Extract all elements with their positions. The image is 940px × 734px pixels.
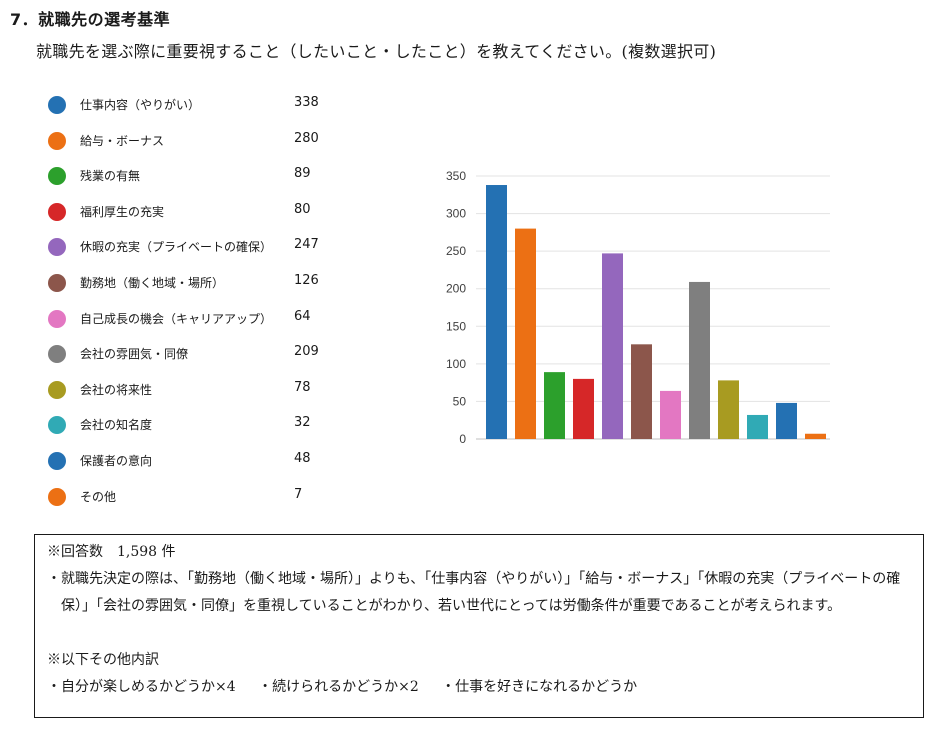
legend-value: 80 — [294, 201, 311, 217]
legend-swatch — [48, 487, 66, 506]
legend-value: 126 — [294, 272, 319, 288]
legend-value: 89 — [294, 166, 311, 182]
legend-swatch — [48, 131, 66, 150]
bar — [776, 402, 797, 439]
legend-label: 会社の知名度 — [80, 418, 153, 433]
other-item: ・仕事を好きになれるかどうか — [441, 679, 638, 695]
legend-label: 休暇の充実（プライベートの確保） — [80, 240, 273, 255]
legend-swatch — [48, 167, 66, 186]
bar — [486, 185, 507, 439]
bar — [805, 433, 826, 439]
y-tick-label: 0 — [459, 432, 466, 446]
bar — [544, 372, 565, 439]
legend-label: その他 — [80, 489, 117, 504]
legend-swatch — [48, 345, 66, 364]
other-item: ・自分が楽しめるかどうか×4 — [47, 679, 236, 695]
bar — [573, 378, 594, 439]
legend-item: その他 7 — [48, 480, 348, 516]
other-item: ・続けられるかどうか×2 — [258, 679, 419, 695]
legend-label: 仕事内容（やりがい） — [80, 98, 201, 112]
y-tick-label: 100 — [446, 357, 466, 371]
section-title: 7．就職先の選考基準 — [10, 10, 171, 29]
legend-value: 247 — [294, 237, 319, 253]
legend-value: 48 — [294, 450, 311, 466]
legend-swatch — [48, 238, 66, 257]
legend-label: 自己成長の機会（キャリアアップ） — [80, 311, 273, 326]
y-tick-label: 350 — [446, 169, 466, 183]
legend-value: 7 — [294, 486, 303, 502]
other-breakdown-list: ・自分が楽しめるかどうか×4 ・続けられるかどうか×2 ・仕事を好きになれるかど… — [47, 674, 911, 701]
y-tick-label: 150 — [446, 319, 466, 333]
legend-label: 会社の雰囲気・同僚 — [80, 347, 189, 362]
legend-value: 32 — [294, 415, 311, 431]
bar — [515, 228, 536, 439]
legend-swatch — [48, 416, 66, 435]
bar — [689, 281, 710, 439]
legend-value: 338 — [294, 95, 319, 110]
legend-swatch — [48, 96, 66, 114]
legend-item: 休暇の充実（プライベートの確保） 247 — [48, 230, 348, 266]
other-breakdown-heading: ※以下その他内訳 — [47, 652, 159, 668]
legend-item: 保護者の意向 48 — [48, 444, 348, 480]
legend-value: 78 — [294, 379, 311, 395]
legend-item: 会社の雰囲気・同僚 209 — [48, 337, 348, 373]
legend-value: 280 — [294, 130, 319, 146]
legend-label: 残業の有無 — [80, 169, 141, 184]
legend-label: 福利厚生の充実 — [80, 204, 165, 219]
legend-item: 自己成長の機会（キャリアアップ） 64 — [48, 302, 348, 338]
legend-label: 給与・ボーナス — [80, 133, 165, 148]
legend-item: 仕事内容（やりがい） 338 — [48, 88, 348, 124]
legend-swatch — [48, 380, 66, 399]
bar-chart: 0 50 100 150 200 250 300 350 — [446, 169, 830, 446]
bar — [718, 380, 739, 439]
analysis-comment: ・就職先決定の際は、「勤務地（働く地域・場所）」よりも、「仕事内容（やりがい）」… — [47, 571, 901, 614]
bar — [660, 390, 681, 439]
legend-swatch — [48, 202, 66, 221]
legend-value: 64 — [294, 308, 311, 324]
bar — [602, 253, 623, 439]
y-tick-label: 50 — [453, 394, 467, 408]
notes-box: ※回答数 1,598 件 ・就職先決定の際は、「勤務地（働く地域・場所）」よりも… — [34, 534, 924, 718]
bar — [631, 344, 652, 439]
respondent-count: ※回答数 1,598 件 — [47, 544, 176, 560]
question-text: 就職先を選ぶ際に重要視すること（したいこと・したこと）を教えてください。(複数選… — [36, 42, 717, 61]
legend-item: 会社の知名度 32 — [48, 408, 348, 444]
legend-item: 給与・ボーナス 280 — [48, 124, 348, 160]
chart-legend: 仕事内容（やりがい） 338 給与・ボーナス 280 残業の有無 89 福利厚生の充実 80 休… — [48, 88, 348, 515]
y-tick-label: 300 — [446, 207, 466, 221]
legend-value: 209 — [294, 344, 319, 360]
legend-swatch — [48, 273, 66, 292]
legend-swatch — [48, 451, 66, 470]
legend-item: 残業の有無 89 — [48, 159, 348, 195]
legend-label: 保護者の意向 — [80, 453, 153, 468]
y-tick-label: 200 — [446, 282, 466, 296]
legend-swatch — [48, 309, 66, 328]
bar — [747, 414, 768, 439]
legend-label: 勤務地（働く地域・場所） — [80, 275, 225, 290]
legend-label: 会社の将来性 — [80, 382, 153, 397]
y-tick-label: 250 — [446, 244, 466, 258]
legend-item: 福利厚生の充実 80 — [48, 195, 348, 231]
legend-item: 会社の将来性 78 — [48, 373, 348, 409]
legend-item: 勤務地（働く地域・場所） 126 — [48, 266, 348, 302]
